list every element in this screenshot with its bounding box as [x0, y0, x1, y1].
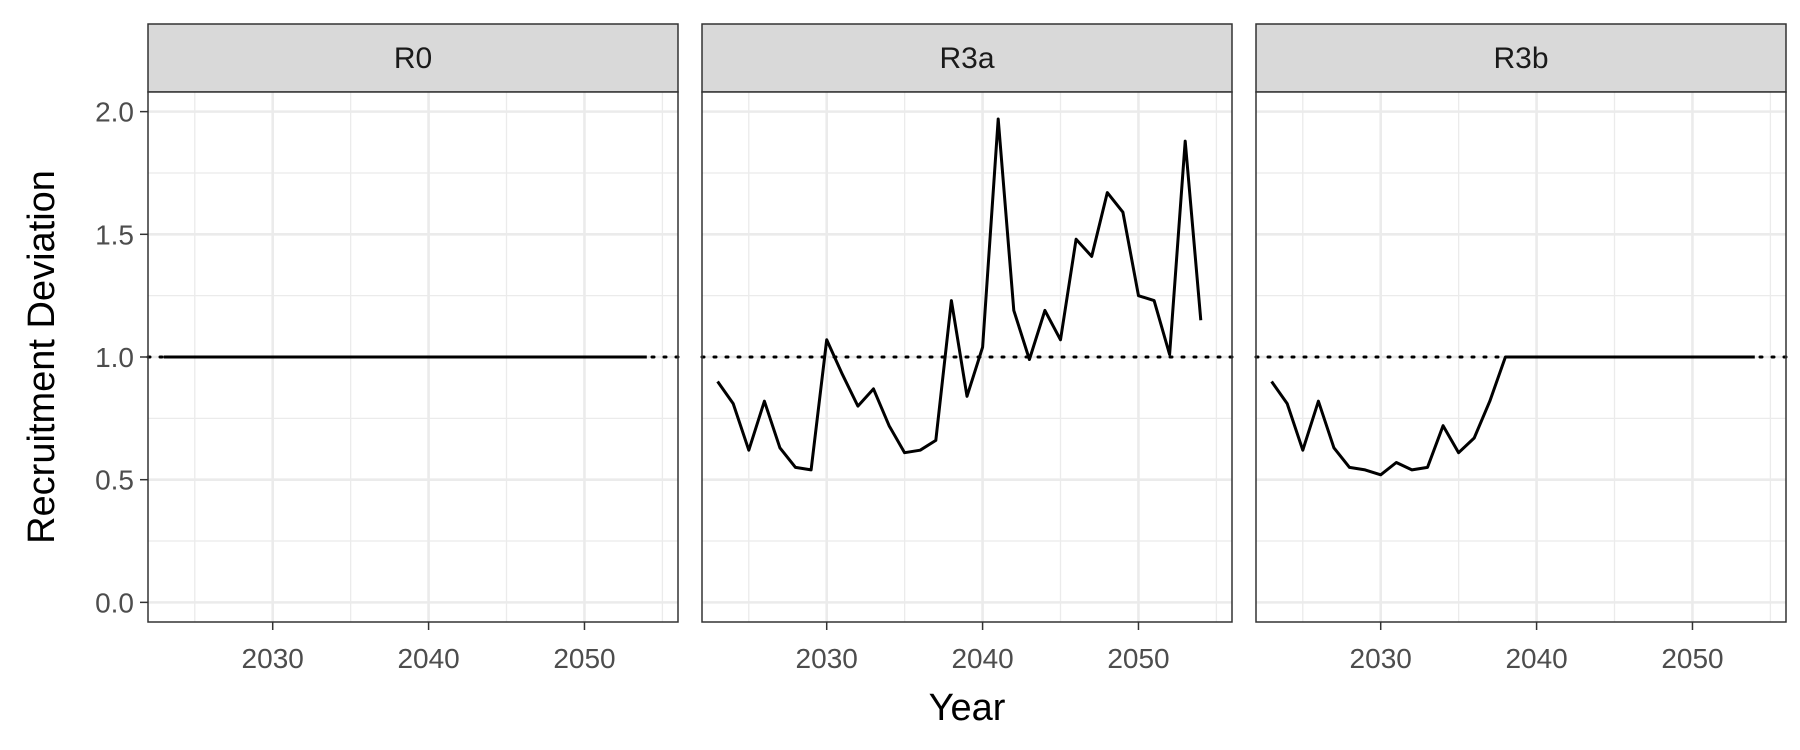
- series-line-r3b: [1270, 355, 1755, 477]
- panel-border: [1255, 91, 1787, 623]
- x-tick-label: 2040: [951, 643, 1013, 674]
- x-axis-title: Year: [929, 687, 1006, 729]
- y-tick-label: 2.0: [95, 97, 134, 128]
- y-tick-label: 1.5: [95, 219, 134, 250]
- x-tick-label: 2030: [796, 643, 858, 674]
- x-tick-label: 2030: [1350, 643, 1412, 674]
- panel-r3a: R3a 2030 2040 2050: [700, 23, 1234, 674]
- y-tick-label: 0.0: [95, 587, 134, 618]
- strip-label: R3a: [939, 42, 994, 75]
- shared-axes-group: 0.0 0.5 1.0 1.5 2.0 Year Recruitment Deviation: [21, 97, 1006, 729]
- strip-label: R3b: [1493, 42, 1548, 75]
- x-tick-label: 2050: [1107, 643, 1169, 674]
- series-line-r3a: [716, 117, 1203, 472]
- x-tick-label: 2050: [1661, 643, 1723, 674]
- panel-r3b: R3b 2030 2040 2050: [1254, 23, 1788, 674]
- x-tick-label: 2040: [397, 643, 459, 674]
- x-tick-label: 2040: [1505, 643, 1567, 674]
- y-tick-label: 0.5: [95, 465, 134, 496]
- strip-header: [147, 23, 679, 93]
- strip-header: [1255, 23, 1787, 93]
- x-tick-label: 2030: [242, 643, 304, 674]
- strip-header: [701, 23, 1233, 93]
- y-tick-label: 1.0: [95, 342, 134, 373]
- y-axis-title: Recruitment Deviation: [21, 170, 63, 544]
- panel-border: [701, 91, 1233, 623]
- panel-r0: R0 2030 2040 2050: [146, 23, 680, 674]
- strip-label: R0: [394, 42, 432, 75]
- panels-group: R0 2030 2040 2050 R3a 2030 2040 2050 R3b 2030 2040…: [146, 23, 1788, 674]
- x-tick-label: 2050: [553, 643, 615, 674]
